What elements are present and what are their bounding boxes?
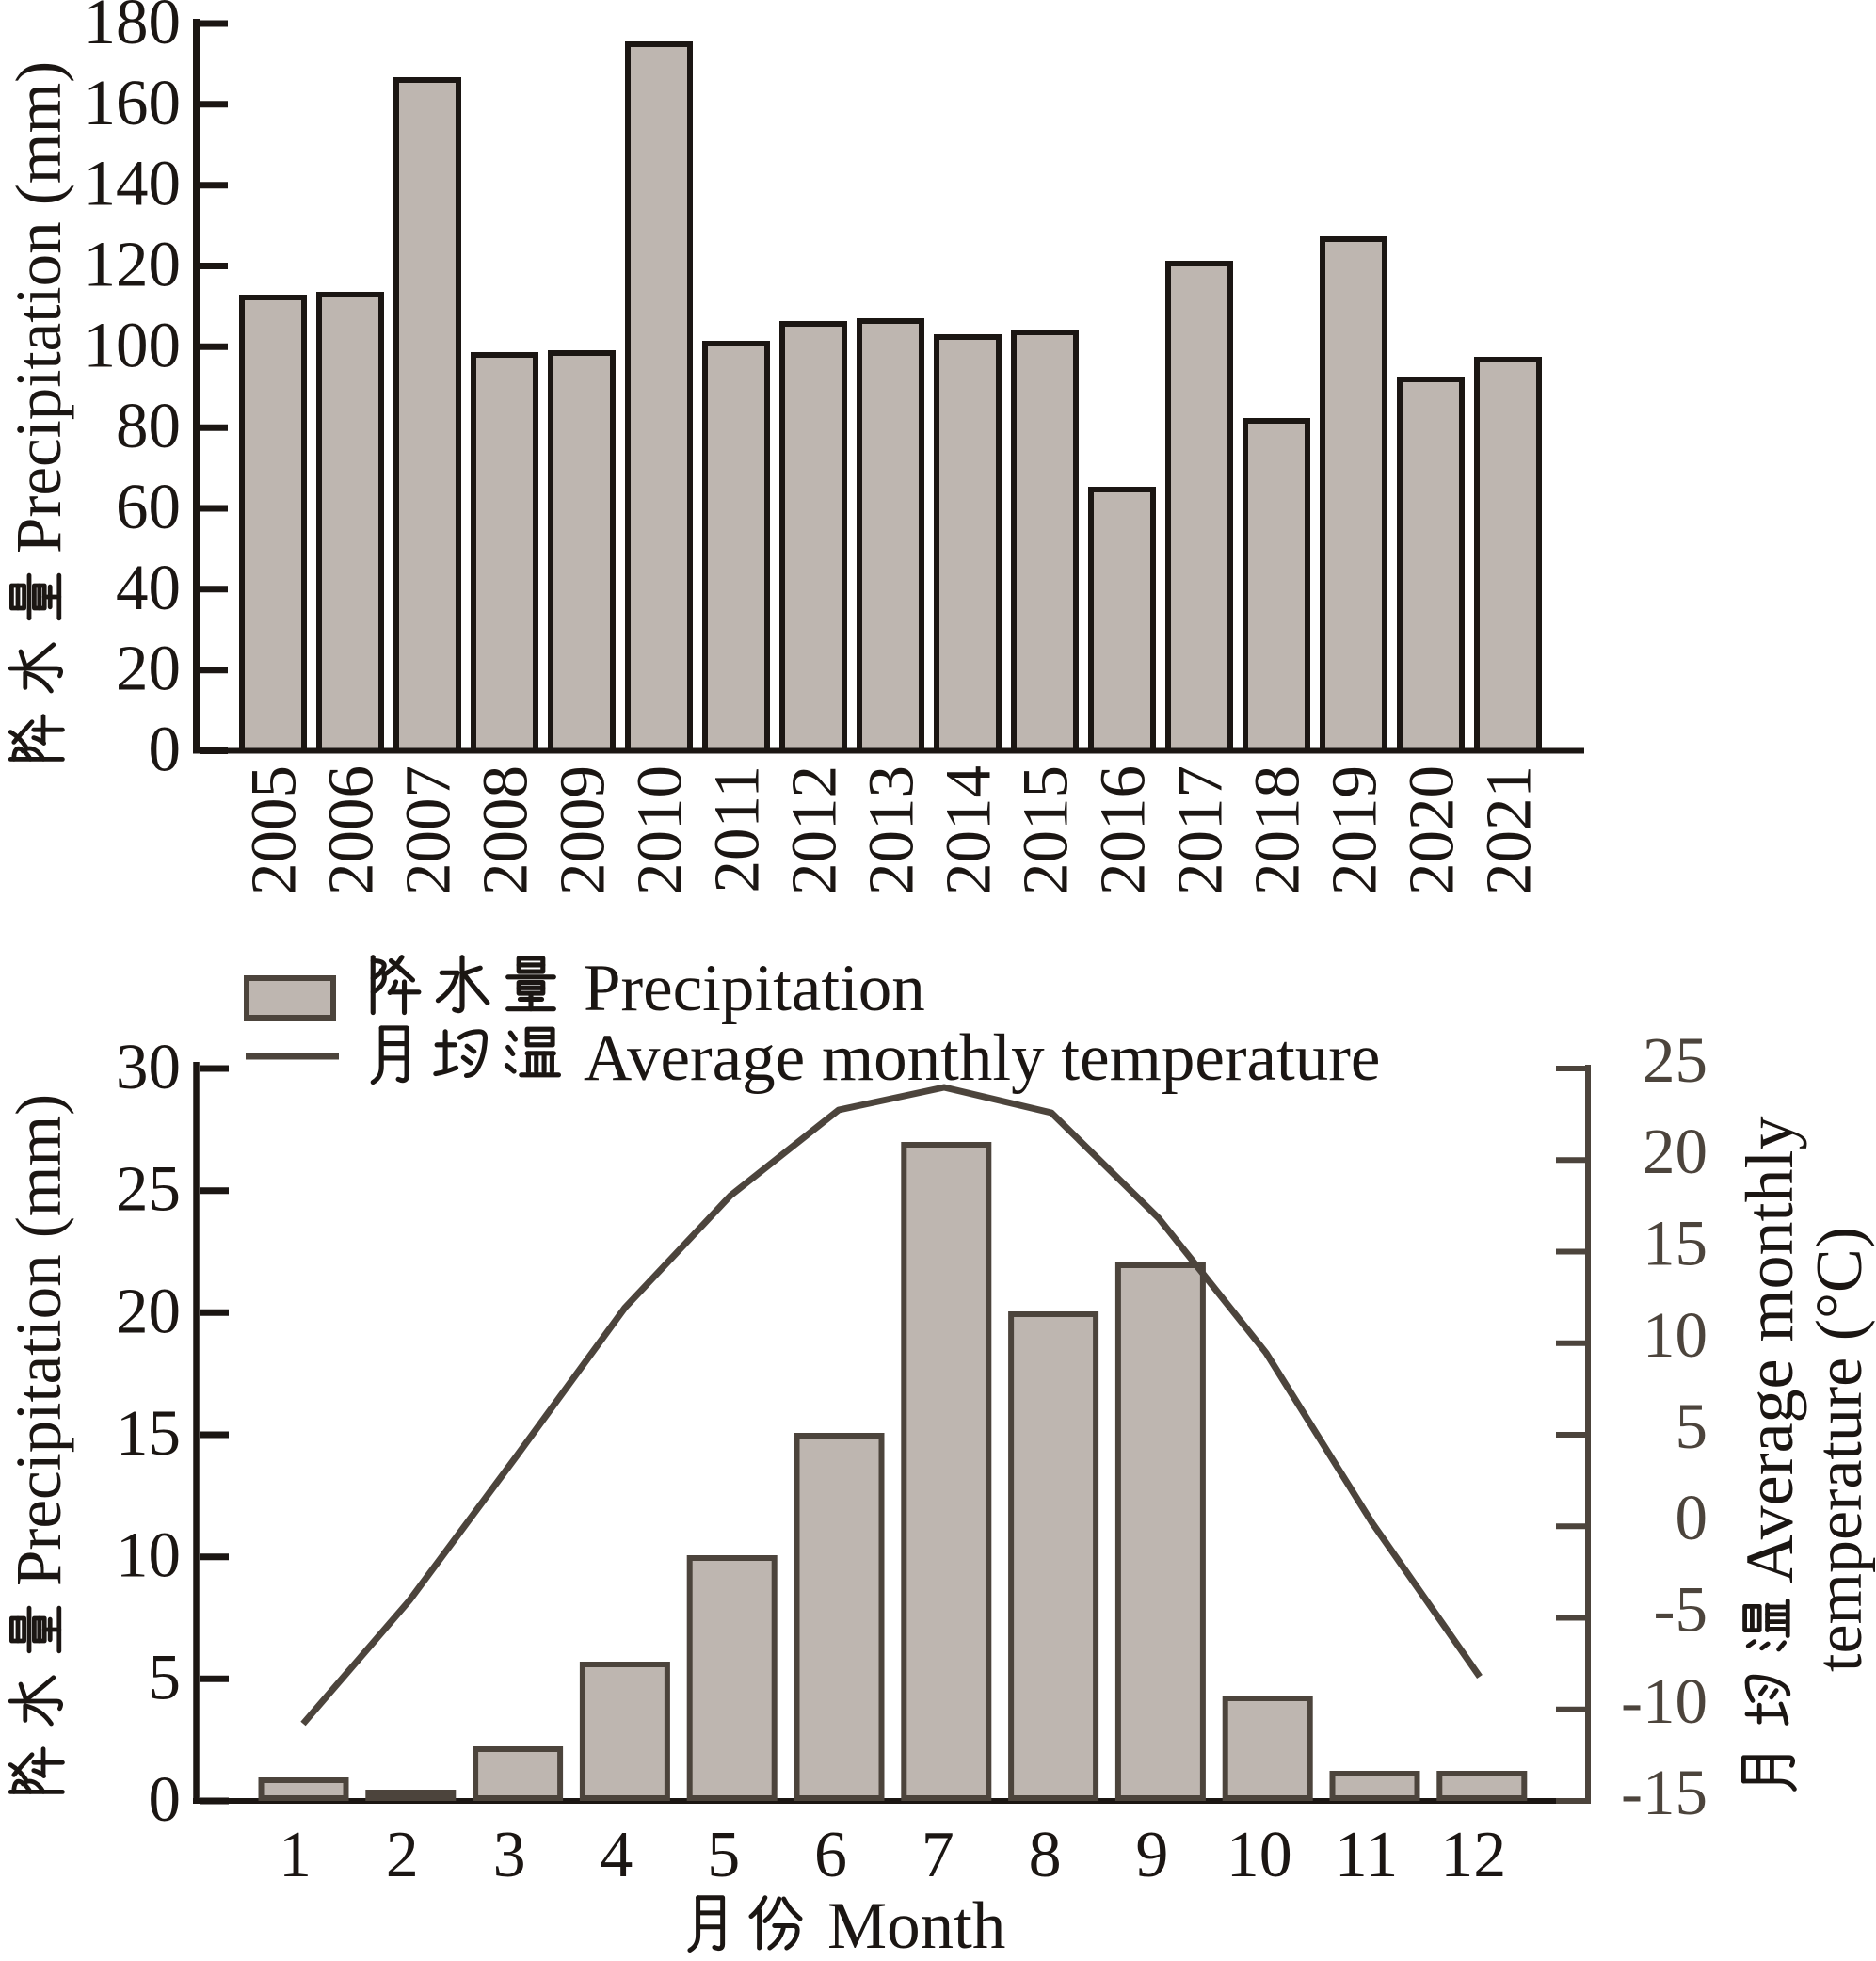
svg-text:6: 6 (814, 1819, 847, 1891)
svg-text:0: 0 (149, 1763, 182, 1835)
svg-text:10: 10 (1643, 1299, 1708, 1371)
svg-text:2011: 2011 (701, 765, 773, 892)
svg-text:9: 9 (1135, 1819, 1168, 1891)
svg-text:25: 25 (116, 1153, 181, 1225)
svg-text:-15: -15 (1621, 1757, 1708, 1828)
svg-text:Precipitation (mm): Precipitation (mm) (3, 1094, 74, 1586)
svg-text:25: 25 (1643, 1024, 1708, 1096)
svg-text:140: 140 (84, 148, 182, 219)
svg-text:-5: -5 (1654, 1574, 1708, 1646)
svg-text:5: 5 (707, 1819, 740, 1891)
svg-text:12: 12 (1440, 1819, 1506, 1891)
svg-text:20: 20 (116, 1275, 181, 1346)
svg-text:15: 15 (116, 1397, 181, 1469)
svg-text:2017: 2017 (1164, 765, 1236, 895)
svg-text:180: 180 (84, 0, 182, 57)
svg-text:temperature (°C): temperature (°C) (1804, 1227, 1876, 1672)
svg-text:120: 120 (84, 229, 182, 300)
svg-text:2015: 2015 (1010, 765, 1082, 895)
svg-text:160: 160 (84, 67, 182, 138)
svg-text:2010: 2010 (624, 765, 696, 895)
svg-text:30: 30 (116, 1031, 181, 1102)
svg-text:2020: 2020 (1396, 765, 1467, 895)
svg-text:10: 10 (116, 1519, 181, 1591)
svg-text:5: 5 (149, 1641, 182, 1712)
svg-text:2012: 2012 (778, 765, 850, 895)
svg-text:3: 3 (493, 1819, 526, 1891)
svg-text:2021: 2021 (1473, 765, 1545, 895)
svg-text:4: 4 (600, 1819, 633, 1891)
svg-text:Month: Month (827, 1889, 1005, 1956)
svg-text:10: 10 (1227, 1819, 1292, 1891)
svg-text:Precipitation (mm): Precipitation (mm) (3, 61, 74, 554)
svg-text:-10: -10 (1621, 1665, 1708, 1737)
svg-text:40: 40 (116, 552, 181, 623)
svg-text:80: 80 (116, 390, 181, 461)
svg-text:2006: 2006 (315, 765, 387, 895)
svg-text:Precipitation: Precipitation (584, 952, 925, 1025)
svg-text:100: 100 (84, 309, 182, 380)
svg-text:8: 8 (1029, 1819, 1062, 1891)
svg-text:Average monthly: Average monthly (1732, 1116, 1807, 1583)
svg-text:5: 5 (1676, 1390, 1708, 1462)
svg-text:2016: 2016 (1087, 765, 1159, 895)
svg-text:2018: 2018 (1242, 765, 1313, 895)
svg-text:2009: 2009 (547, 765, 618, 895)
svg-text:60: 60 (116, 471, 181, 542)
svg-text:1: 1 (279, 1819, 312, 1891)
svg-text:7: 7 (922, 1819, 954, 1891)
svg-text:2005: 2005 (238, 765, 310, 895)
svg-text:2007: 2007 (393, 765, 464, 895)
svg-text:2019: 2019 (1319, 765, 1390, 895)
svg-text:20: 20 (116, 633, 181, 704)
svg-text:20: 20 (1643, 1116, 1708, 1187)
svg-text:Average monthly temperature: Average monthly temperature (584, 1021, 1380, 1095)
svg-text:15: 15 (1643, 1208, 1708, 1279)
svg-text:0: 0 (149, 714, 182, 785)
svg-text:0: 0 (1676, 1482, 1708, 1553)
svg-text:11: 11 (1335, 1819, 1398, 1891)
svg-text:2013: 2013 (856, 765, 927, 895)
svg-text:2014: 2014 (933, 765, 1004, 895)
svg-text:2: 2 (386, 1819, 419, 1891)
svg-text:2008: 2008 (470, 765, 541, 895)
